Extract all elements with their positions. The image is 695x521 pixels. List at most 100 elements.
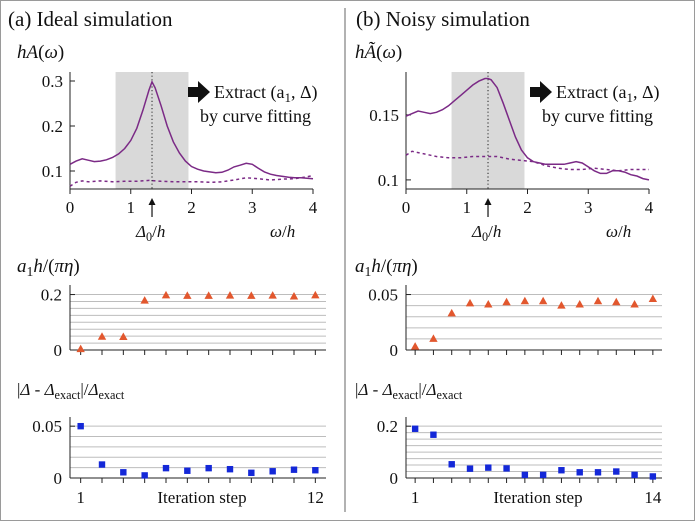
data-point-square — [120, 469, 127, 476]
data-point-square — [411, 425, 419, 432]
data-point-triangle — [140, 296, 149, 304]
data-point-triangle — [204, 291, 213, 299]
x-tick-label: 2 — [187, 198, 196, 217]
extract-label-line1: Extract (a1, Δ) — [214, 82, 318, 105]
spectrum-curve-dashed — [405, 150, 649, 172]
data-point-square — [631, 471, 638, 479]
extract-arrow-icon — [188, 81, 210, 103]
data-point-square — [226, 465, 234, 473]
x-tick-label: 0 — [66, 198, 75, 217]
data-point-triangle — [183, 291, 192, 299]
data-point-triangle — [119, 332, 128, 340]
y-tick-label: 0 — [54, 341, 63, 360]
x-axis-label: ω/h — [270, 222, 295, 241]
data-point-triangle — [447, 308, 456, 317]
x-tick-label: 1 — [127, 198, 136, 217]
data-point-triangle — [225, 291, 235, 299]
data-point-square — [77, 422, 84, 430]
x-tick-label: 4 — [645, 198, 654, 217]
extract-arrow-icon — [530, 81, 552, 103]
spectrum-curve-solid — [405, 77, 650, 181]
y-tick-label: 0.2 — [41, 286, 62, 305]
y-tick-label: 0.05 — [32, 417, 62, 436]
data-point-square — [485, 464, 492, 471]
data-point-square — [290, 466, 298, 473]
y-tick-label: 0 — [390, 341, 399, 360]
data-point-square — [649, 473, 657, 480]
x-tick-label: 1 — [463, 198, 472, 217]
data-point-square — [430, 431, 437, 438]
data-point-triangle — [538, 296, 548, 305]
y-axis-label: a1h/(πη) — [17, 256, 80, 279]
data-point-square — [141, 472, 148, 479]
extract-label-line1: Extract (a1, Δ) — [556, 82, 660, 105]
x-tick-label: 14 — [644, 488, 662, 507]
spectrum-curve-dashed — [69, 174, 314, 187]
data-point-square — [98, 461, 106, 468]
data-point-triangle — [484, 300, 493, 308]
data-point-square — [205, 464, 212, 472]
x-axis-label: Iteration step — [493, 488, 582, 507]
data-point-square — [503, 465, 510, 472]
x-tick-label: 4 — [309, 198, 318, 217]
data-point-triangle — [502, 297, 511, 306]
data-point-triangle — [429, 334, 438, 342]
data-point-triangle — [465, 298, 475, 307]
y-axis-label: |Δ - Δexact|/Δexact — [355, 380, 463, 402]
data-point-triangle — [97, 332, 107, 340]
delta0-arrow-head — [484, 198, 492, 205]
spectrum-curve-solid — [69, 80, 314, 180]
panel-b-title: (b) Noisy simulation — [356, 7, 530, 31]
panel-a-title: (a) Ideal simulation — [8, 7, 173, 31]
delta0-arrow-head — [148, 198, 156, 205]
y-tick-label: 0 — [390, 469, 399, 488]
y-tick-label: 0.15 — [369, 106, 399, 125]
data-point-square — [162, 464, 170, 472]
y-tick-label: 0.3 — [42, 72, 63, 91]
data-point-triangle — [557, 301, 566, 309]
x-tick-label: 1 — [411, 488, 420, 507]
data-point-triangle — [76, 344, 85, 353]
x-tick-label: 0 — [402, 198, 411, 217]
data-point-triangle — [630, 300, 639, 308]
y-tick-label: 0.2 — [42, 117, 63, 136]
data-point-triangle — [268, 291, 277, 299]
data-point-square — [576, 469, 583, 476]
data-point-square — [558, 467, 565, 474]
extract-label-line2: by curve fitting — [542, 106, 653, 126]
x-tick-label: 1 — [76, 488, 85, 507]
y-axis-label: a1h/(πη) — [355, 256, 418, 279]
data-point-triangle — [575, 300, 584, 308]
data-point-triangle — [593, 296, 603, 305]
x-tick-label: 2 — [523, 198, 532, 217]
y-tick-label: 0.1 — [378, 171, 399, 190]
data-point-triangle — [161, 290, 171, 299]
y-tick-label: 0 — [54, 469, 63, 488]
data-point-triangle — [311, 290, 320, 299]
x-tick-label: 3 — [584, 198, 593, 217]
data-point-triangle — [247, 291, 256, 299]
x-tick-label: 3 — [248, 198, 257, 217]
data-point-square — [539, 471, 547, 479]
x-axis-label: ω/h — [606, 222, 631, 241]
data-point-square — [184, 467, 191, 474]
data-point-square — [521, 471, 529, 479]
x-tick-label: 12 — [307, 488, 324, 507]
y-tick-label: 0.1 — [42, 162, 63, 181]
data-point-triangle — [520, 296, 530, 305]
data-point-square — [269, 468, 276, 475]
delta0-label: Δ0/h — [471, 222, 501, 244]
x-axis-label: Iteration step — [157, 488, 246, 507]
data-point-triangle — [648, 294, 658, 302]
data-point-square — [466, 465, 474, 472]
data-point-square — [248, 469, 255, 477]
y-axis-label: hÃ(ω) — [355, 42, 402, 63]
y-axis-label: hA(ω) — [17, 42, 64, 63]
data-point-square — [312, 467, 319, 474]
data-point-square — [448, 461, 455, 468]
data-point-triangle — [289, 291, 299, 300]
data-point-triangle — [410, 342, 420, 350]
y-axis-label: |Δ - Δexact|/Δexact — [17, 380, 125, 402]
extract-label-line2: by curve fitting — [200, 106, 311, 126]
